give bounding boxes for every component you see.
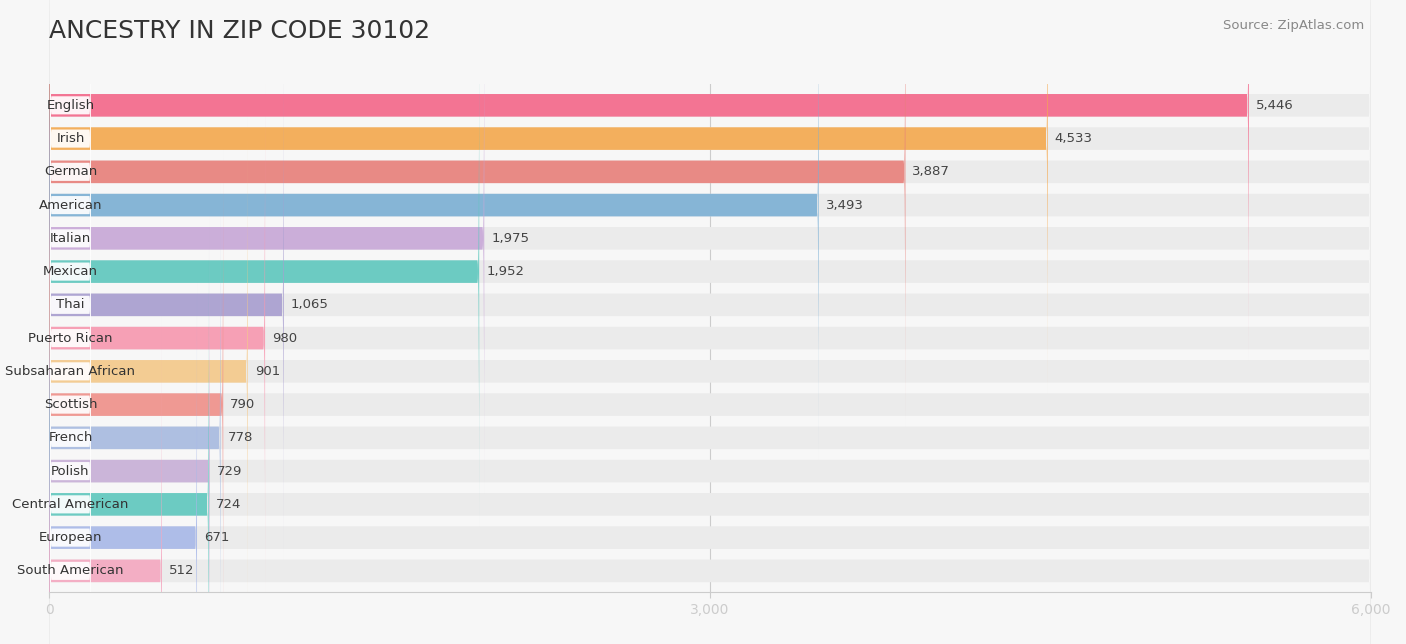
Text: 901: 901 [254,365,280,378]
Text: Puerto Rican: Puerto Rican [28,332,112,345]
FancyBboxPatch shape [51,194,91,549]
Text: 1,065: 1,065 [291,298,329,311]
Text: 512: 512 [169,564,194,578]
Text: 4,533: 4,533 [1054,132,1092,145]
FancyBboxPatch shape [49,83,1371,593]
Text: European: European [39,531,103,544]
FancyBboxPatch shape [49,0,1371,426]
Text: Polish: Polish [51,464,90,478]
FancyBboxPatch shape [51,393,91,644]
FancyBboxPatch shape [49,250,208,644]
FancyBboxPatch shape [51,294,91,644]
Text: Mexican: Mexican [44,265,98,278]
FancyBboxPatch shape [49,216,209,644]
Text: Italian: Italian [49,232,91,245]
FancyBboxPatch shape [51,61,91,415]
Text: English: English [46,99,94,112]
Text: Scottish: Scottish [44,398,97,411]
FancyBboxPatch shape [49,0,1371,393]
FancyBboxPatch shape [49,250,1371,644]
FancyBboxPatch shape [49,0,1047,393]
FancyBboxPatch shape [51,28,91,383]
FancyBboxPatch shape [49,17,1371,526]
Text: 980: 980 [273,332,297,345]
FancyBboxPatch shape [49,216,1371,644]
Text: American: American [39,198,103,212]
Text: 1,975: 1,975 [491,232,529,245]
FancyBboxPatch shape [51,95,91,449]
Text: Subsaharan African: Subsaharan African [6,365,135,378]
FancyBboxPatch shape [49,0,1371,460]
FancyBboxPatch shape [49,0,905,426]
Text: German: German [44,166,97,178]
FancyBboxPatch shape [49,0,1249,360]
FancyBboxPatch shape [51,128,91,482]
FancyBboxPatch shape [51,0,91,316]
FancyBboxPatch shape [49,150,1371,644]
Text: ANCESTRY IN ZIP CODE 30102: ANCESTRY IN ZIP CODE 30102 [49,19,430,43]
Text: Source: ZipAtlas.com: Source: ZipAtlas.com [1223,19,1364,32]
Text: French: French [48,431,93,444]
FancyBboxPatch shape [49,316,1371,644]
FancyBboxPatch shape [51,161,91,515]
FancyBboxPatch shape [51,0,91,283]
Text: 790: 790 [231,398,256,411]
Text: 3,887: 3,887 [912,166,950,178]
FancyBboxPatch shape [51,361,91,644]
Text: 1,952: 1,952 [486,265,524,278]
Text: 724: 724 [215,498,240,511]
FancyBboxPatch shape [51,261,91,615]
Text: 729: 729 [217,464,242,478]
Text: 778: 778 [228,431,253,444]
FancyBboxPatch shape [51,227,91,582]
FancyBboxPatch shape [51,0,91,349]
FancyBboxPatch shape [49,0,484,493]
FancyBboxPatch shape [49,117,247,626]
FancyBboxPatch shape [49,150,224,644]
FancyBboxPatch shape [49,316,162,644]
FancyBboxPatch shape [49,283,1371,644]
FancyBboxPatch shape [49,0,1371,360]
Text: Irish: Irish [56,132,84,145]
Text: South American: South American [17,564,124,578]
FancyBboxPatch shape [49,50,1371,560]
FancyBboxPatch shape [49,183,221,644]
FancyBboxPatch shape [49,183,1371,644]
FancyBboxPatch shape [49,117,1371,626]
FancyBboxPatch shape [49,0,1371,493]
FancyBboxPatch shape [49,17,479,526]
FancyBboxPatch shape [49,283,197,644]
FancyBboxPatch shape [49,0,818,460]
FancyBboxPatch shape [49,83,266,593]
Text: 671: 671 [204,531,229,544]
Text: 3,493: 3,493 [825,198,863,212]
FancyBboxPatch shape [51,327,91,644]
Text: Central American: Central American [13,498,129,511]
Text: Thai: Thai [56,298,84,311]
Text: 5,446: 5,446 [1256,99,1294,112]
FancyBboxPatch shape [49,50,284,560]
